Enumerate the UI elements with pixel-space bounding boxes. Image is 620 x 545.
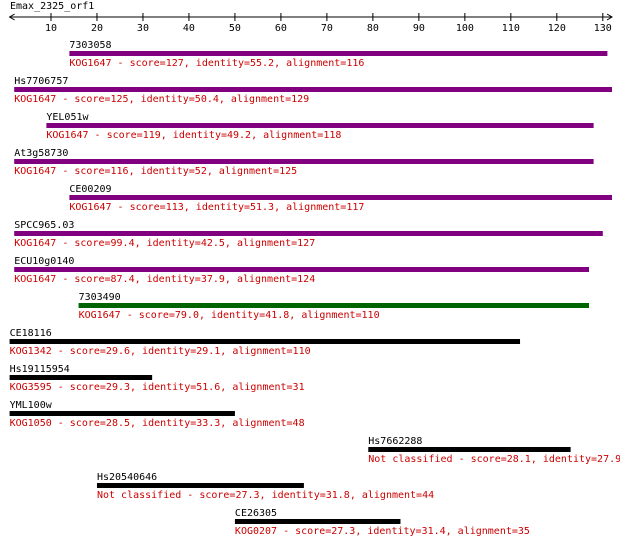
- hit-name: SPCC965.03: [14, 220, 74, 231]
- hit-bar: [46, 123, 594, 128]
- x-tick-label: 90: [413, 23, 425, 34]
- hit-description: KOG1647 - score=127, identity=55.2, alig…: [69, 58, 364, 69]
- hit-bar: [368, 447, 571, 452]
- hit-name: CE00209: [69, 184, 111, 195]
- hit-bar: [69, 51, 608, 56]
- hit-description: Not classified - score=28.1, identity=27…: [368, 454, 620, 465]
- x-tick-label: 20: [91, 23, 103, 34]
- axis-arrow: [8, 13, 15, 21]
- hit-name: Hs20540646: [97, 472, 157, 483]
- hit-name: CE18116: [10, 328, 52, 339]
- hit-name: 7303490: [79, 292, 121, 303]
- hit-name: YML100w: [10, 400, 53, 411]
- hit-description: KOG1647 - score=87.4, identity=37.9, ali…: [14, 274, 315, 285]
- hit-bar: [9, 411, 235, 416]
- hit-name: Hs7662288: [368, 436, 422, 447]
- hit-description: KOG1647 - score=99.4, identity=42.5, ali…: [14, 238, 315, 249]
- hit-bar: [14, 267, 590, 272]
- x-tick-label: 50: [229, 23, 241, 34]
- hit-description: KOG1647 - score=116, identity=52, alignm…: [14, 166, 297, 177]
- x-tick-label: 130: [594, 23, 612, 34]
- hit-description: KOG1050 - score=28.5, identity=33.3, ali…: [10, 418, 305, 429]
- hit-description: KOG0207 - score=27.3, identity=31.4, ali…: [235, 526, 530, 537]
- hit-description: KOG1342 - score=29.6, identity=29.1, ali…: [10, 346, 311, 357]
- hit-bar: [69, 195, 613, 200]
- hit-bar: [9, 375, 153, 380]
- hit-description: KOG1647 - score=113, identity=51.3, alig…: [69, 202, 364, 213]
- axis-arrow: [606, 13, 613, 21]
- hit-bar: [9, 339, 521, 344]
- hit-description: KOG1647 - score=119, identity=49.2, alig…: [46, 130, 341, 141]
- x-tick-label: 40: [183, 23, 195, 34]
- hit-name: YEL051w: [46, 112, 89, 123]
- x-tick-label: 120: [548, 23, 566, 34]
- hit-bar: [234, 519, 401, 524]
- hit-name: At3g58730: [14, 148, 68, 159]
- hit-bar: [14, 231, 603, 236]
- query-title: Emax_2325_orf1: [10, 1, 94, 12]
- hit-bar: [96, 483, 304, 488]
- hit-description: KOG1647 - score=125, identity=50.4, alig…: [14, 94, 309, 105]
- x-tick-label: 110: [502, 23, 520, 34]
- x-tick-label: 80: [367, 23, 379, 34]
- hit-bar: [14, 159, 594, 164]
- x-tick-label: 10: [45, 23, 57, 34]
- hit-description: Not classified - score=27.3, identity=31…: [97, 490, 434, 501]
- hit-name: Hs19115954: [10, 364, 70, 375]
- hit-name: CE26305: [235, 508, 277, 519]
- hit-description: KOG1647 - score=79.0, identity=41.8, ali…: [79, 310, 380, 321]
- hit-name: Hs7706757: [14, 76, 68, 87]
- hit-name: ECU10g0140: [14, 256, 74, 267]
- x-tick-label: 60: [275, 23, 287, 34]
- hit-description: KOG3595 - score=29.3, identity=51.6, ali…: [10, 382, 305, 393]
- hit-name: 7303058: [69, 40, 111, 51]
- x-tick-label: 100: [456, 23, 474, 34]
- hit-bar: [78, 303, 590, 308]
- hit-bar: [14, 87, 612, 92]
- x-tick-label: 30: [137, 23, 149, 34]
- x-tick-label: 70: [321, 23, 333, 34]
